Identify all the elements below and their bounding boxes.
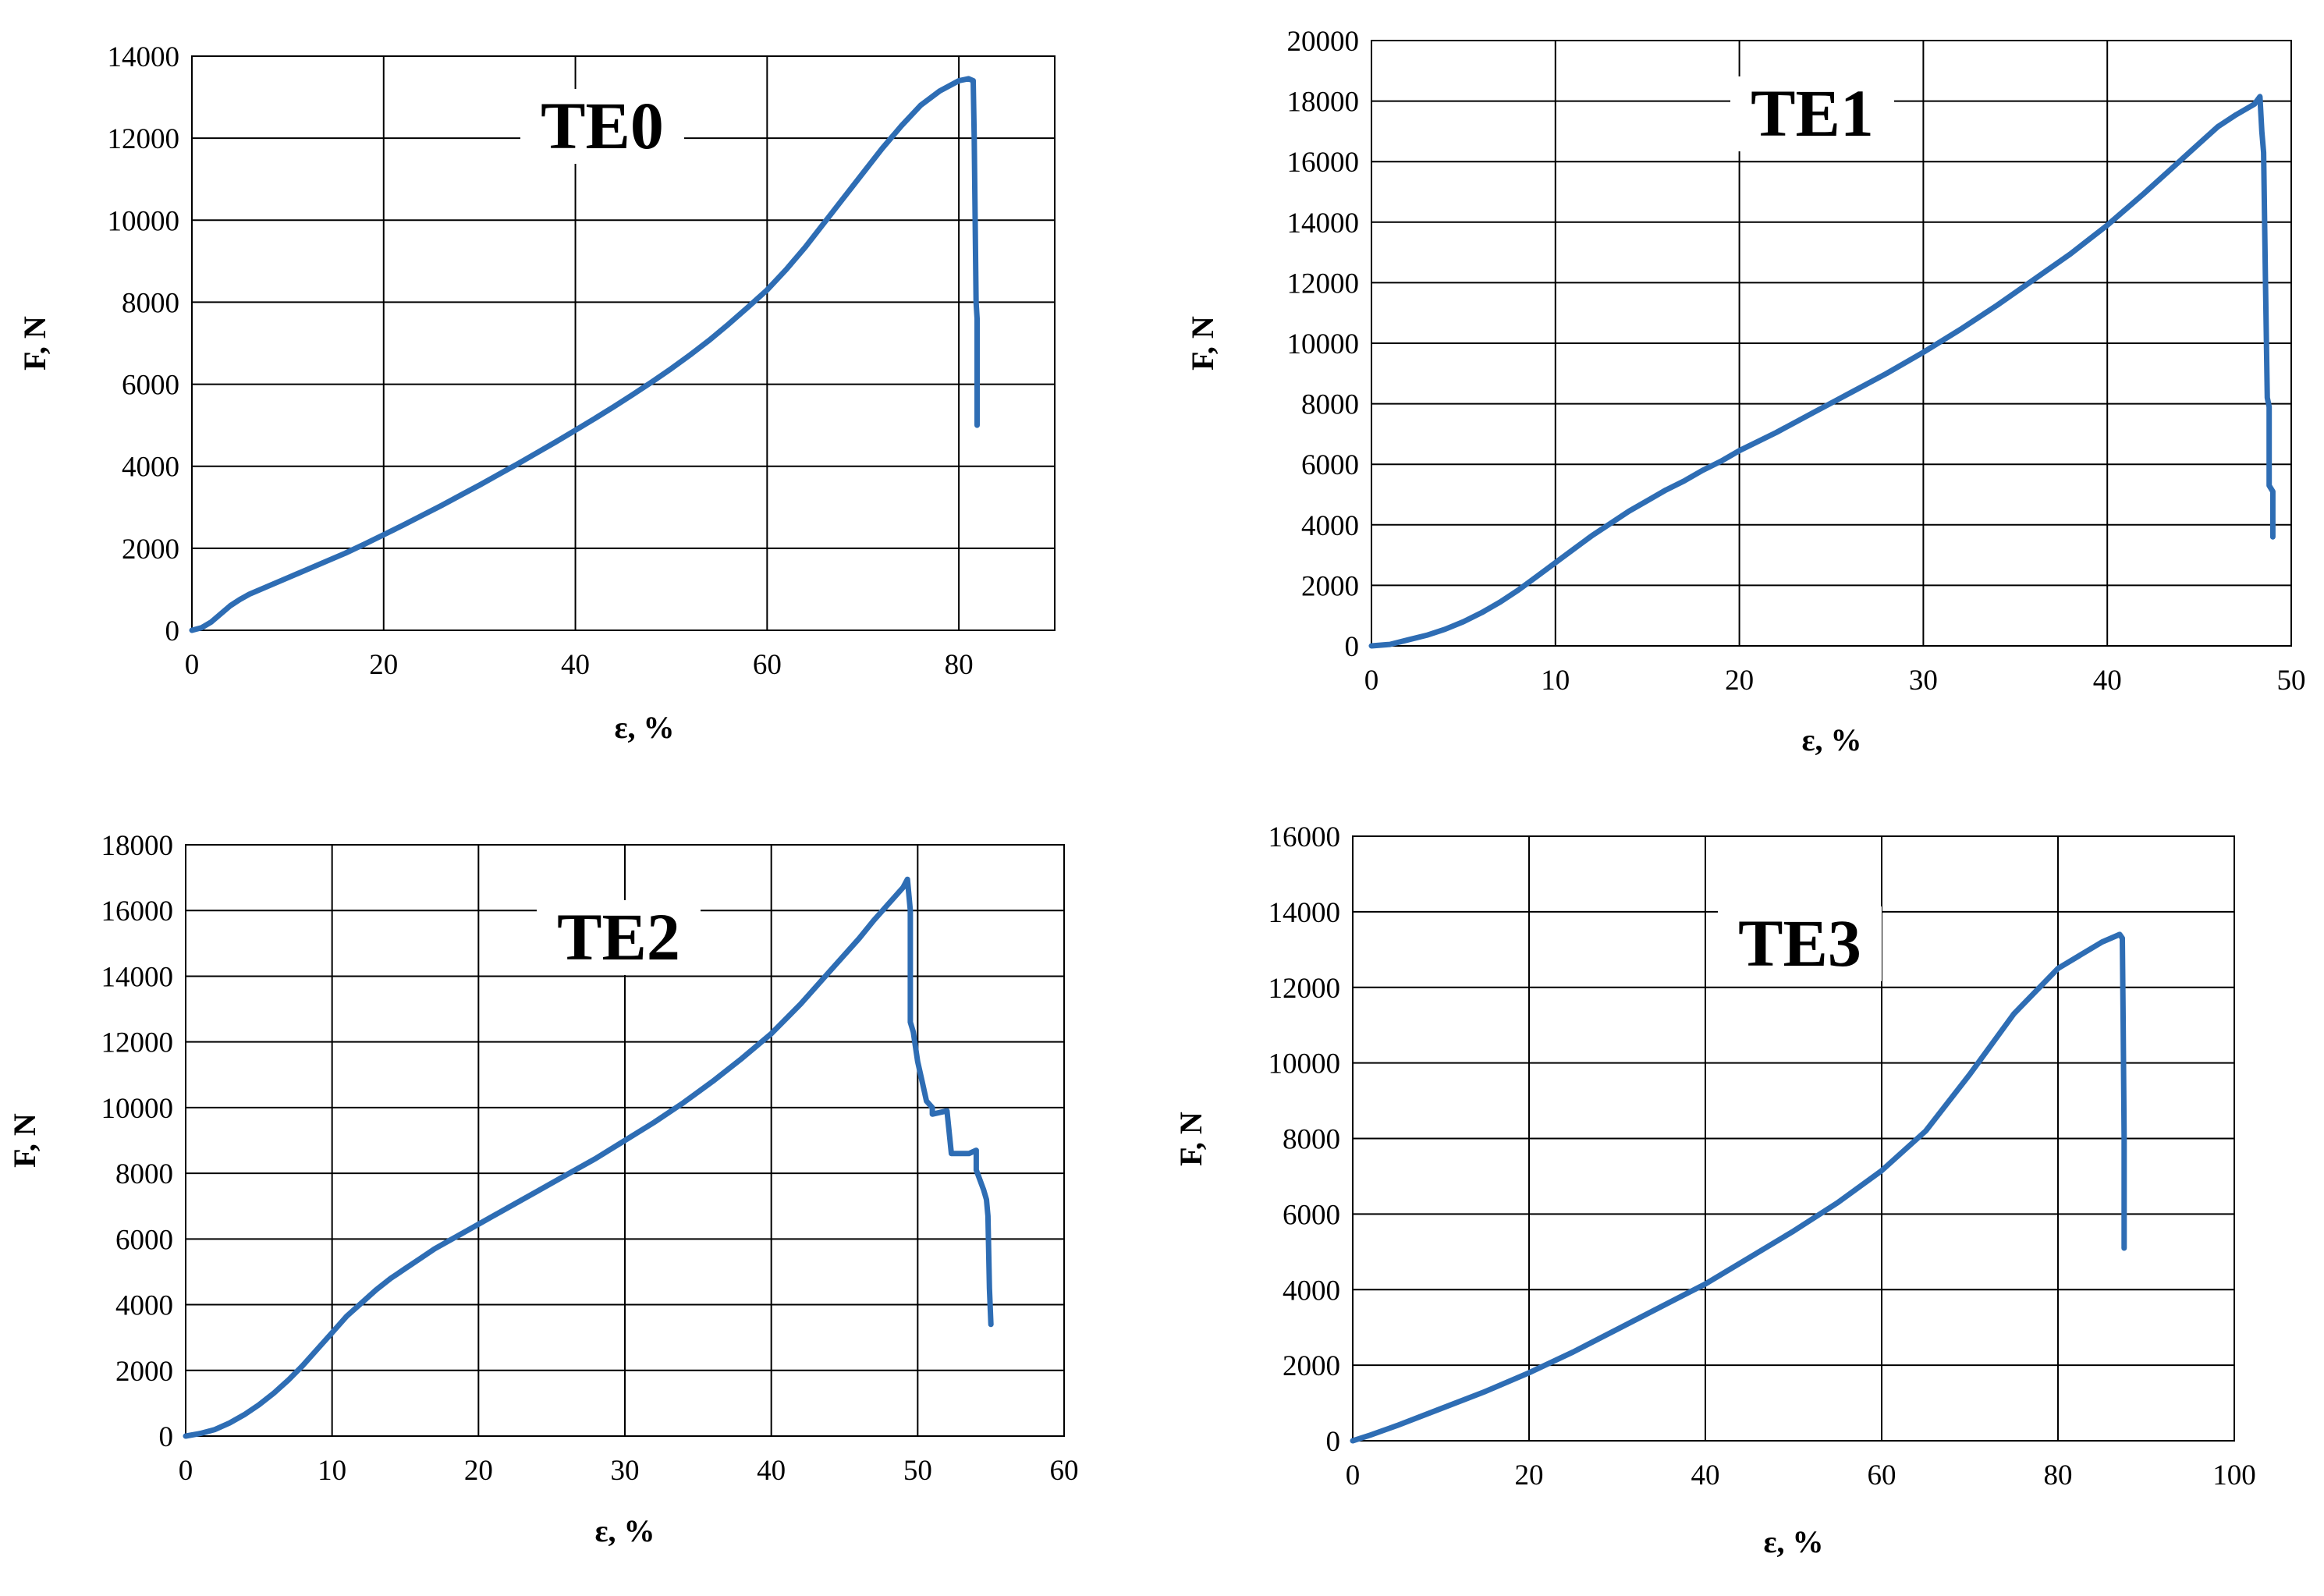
- x-tick-label: 0: [179, 1455, 193, 1487]
- title-background: [537, 900, 701, 975]
- y-tick-label: 12000: [108, 123, 180, 155]
- x-tick-label: 20: [464, 1455, 493, 1487]
- chart-title: TE3: [1738, 906, 1861, 981]
- y-tick-label: 14000: [1287, 207, 1360, 239]
- chart-te2: 0 10 20 30 40 50 60 0 2000 4000 6000 8000 10000 12000…: [7, 830, 1079, 1548]
- x-tick-label: 0: [185, 649, 200, 681]
- y-tick-label: 2000: [122, 534, 179, 566]
- y-tick-label: 10000: [108, 205, 180, 237]
- chart-te3: 0 20 40 60 80 100 0 2000 4000 6000 8000 10000 12000 1…: [1173, 821, 2256, 1559]
- x-tick-label: 0: [1346, 1459, 1361, 1491]
- x-tick-label: 30: [1909, 665, 1938, 697]
- x-tick-label: 30: [611, 1455, 640, 1487]
- x-axis-label: ε, %: [1763, 1524, 1823, 1559]
- x-axis-label: ε, %: [594, 1513, 655, 1548]
- x-tick-label: 0: [1364, 665, 1379, 697]
- y-tick-label: 2000: [1283, 1350, 1340, 1382]
- x-tick-label: 20: [1725, 665, 1754, 697]
- y-axis-label: F, N: [7, 1113, 42, 1168]
- y-tick-label: 4000: [1283, 1275, 1340, 1307]
- title-background: [1730, 76, 1894, 151]
- y-tick-label: 10000: [1287, 328, 1360, 360]
- plot-frame: [185, 844, 1065, 1437]
- y-axis-label: F, N: [1185, 316, 1220, 371]
- y-tick-label: 8000: [115, 1158, 173, 1190]
- x-tick-label: 10: [1541, 665, 1570, 697]
- y-tick-label: 12000: [1287, 268, 1360, 300]
- series-line: [1368, 94, 2276, 649]
- chart-title: TE0: [541, 88, 664, 163]
- y-tick-label: 10000: [1268, 1048, 1341, 1080]
- x-tick-label: 50: [903, 1455, 932, 1487]
- y-tick-label: 2000: [1301, 570, 1359, 602]
- y-tick-label: 8000: [1283, 1124, 1340, 1156]
- series-line: [1350, 931, 2127, 1444]
- y-tick-label: 8000: [1301, 389, 1359, 421]
- chart-te1: 0 10 20 30 40 50 0 2000 4000 6000 8000 10000 12000 14…: [1185, 26, 2306, 757]
- y-tick-label: 14000: [101, 961, 174, 993]
- x-tick-label: 80: [945, 649, 974, 681]
- y-tick-label: 6000: [115, 1224, 173, 1256]
- x-tick-label: 40: [757, 1455, 786, 1487]
- title-background: [520, 89, 684, 164]
- y-tick-label: 6000: [1283, 1199, 1340, 1231]
- y-tick-label: 12000: [101, 1027, 174, 1059]
- y-tick-label: 2000: [115, 1356, 173, 1388]
- y-tick-label: 10000: [101, 1093, 174, 1125]
- x-tick-label: 10: [318, 1455, 346, 1487]
- chart-title: TE1: [1751, 76, 1874, 151]
- x-axis-label: ε, %: [1801, 722, 1861, 757]
- y-tick-label: 8000: [122, 287, 179, 319]
- y-tick-label: 6000: [122, 370, 179, 402]
- y-tick-label: 4000: [1301, 510, 1359, 542]
- plot-frame: [1371, 40, 2292, 647]
- y-tick-label: 18000: [101, 830, 174, 862]
- plot-frame: [191, 55, 1056, 631]
- x-tick-label: 100: [2212, 1459, 2256, 1491]
- x-tick-label: 20: [369, 649, 398, 681]
- x-tick-label: 60: [1868, 1459, 1896, 1491]
- y-tick-label: 0: [1345, 631, 1360, 663]
- series-line: [189, 76, 980, 633]
- x-tick-label: 50: [2277, 665, 2306, 697]
- y-tick-label: 0: [165, 615, 180, 647]
- y-tick-label: 4000: [115, 1290, 173, 1322]
- x-tick-label: 20: [1515, 1459, 1544, 1491]
- y-tick-label: 16000: [1268, 821, 1341, 853]
- x-tick-label: 60: [1050, 1455, 1079, 1487]
- x-tick-label: 40: [2093, 665, 2122, 697]
- title-background: [1718, 906, 1882, 981]
- y-tick-label: 12000: [1268, 973, 1341, 1005]
- y-tick-label: 16000: [101, 896, 174, 927]
- y-tick-label: 0: [159, 1421, 174, 1453]
- y-tick-label: 20000: [1287, 26, 1360, 58]
- y-tick-label: 14000: [1268, 897, 1341, 929]
- chart-title: TE2: [557, 899, 680, 974]
- y-axis-label: F, N: [1173, 1112, 1208, 1166]
- x-tick-label: 60: [753, 649, 782, 681]
- x-tick-label: 40: [1691, 1459, 1720, 1491]
- y-tick-label: 0: [1326, 1426, 1341, 1458]
- series-line: [183, 876, 994, 1439]
- y-tick-label: 6000: [1301, 449, 1359, 481]
- chart-te0: 0 20 40 60 80 0 2000 4000 6000 8000 10000 12000 1400…: [17, 41, 1056, 745]
- x-tick-label: 40: [561, 649, 590, 681]
- y-tick-label: 14000: [108, 41, 180, 73]
- x-tick-label: 80: [2044, 1459, 2073, 1491]
- y-tick-label: 16000: [1287, 147, 1360, 179]
- plot-frame: [1352, 835, 2235, 1442]
- y-axis-label: F, N: [17, 316, 52, 371]
- y-tick-label: 18000: [1287, 87, 1360, 119]
- y-tick-label: 4000: [122, 452, 179, 484]
- x-axis-label: ε, %: [614, 710, 674, 745]
